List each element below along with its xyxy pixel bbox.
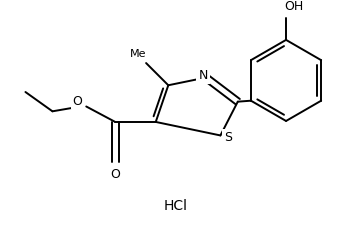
Text: HCl: HCl: [164, 199, 188, 213]
Text: S: S: [224, 131, 232, 144]
Text: Me: Me: [130, 49, 146, 59]
Text: O: O: [110, 167, 120, 181]
Text: N: N: [198, 69, 208, 82]
Text: O: O: [73, 95, 83, 108]
Text: OH: OH: [284, 0, 303, 13]
